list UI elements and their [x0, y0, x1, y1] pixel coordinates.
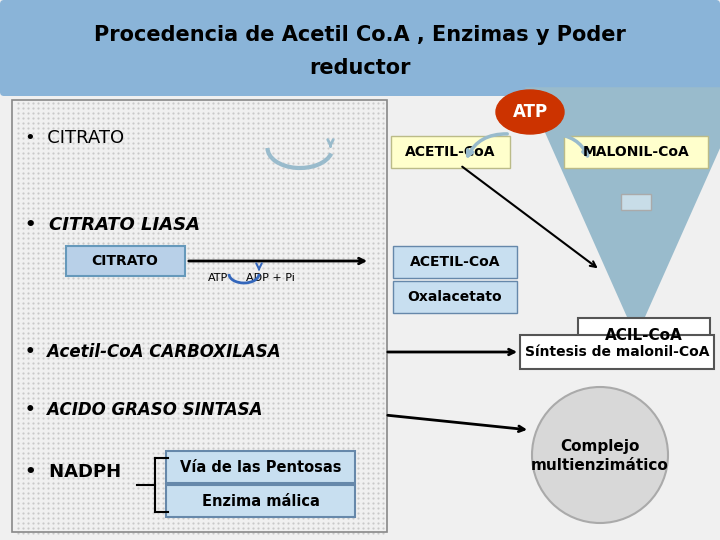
- Text: Oxalacetato: Oxalacetato: [408, 290, 503, 304]
- FancyBboxPatch shape: [393, 281, 517, 313]
- Ellipse shape: [496, 90, 564, 134]
- FancyBboxPatch shape: [391, 136, 510, 168]
- Text: ADP + Pi: ADP + Pi: [246, 273, 294, 283]
- Text: ATP: ATP: [513, 103, 548, 121]
- Circle shape: [532, 387, 668, 523]
- FancyBboxPatch shape: [0, 0, 720, 96]
- Text: •  Acetil-CoA CARBOXILASA: • Acetil-CoA CARBOXILASA: [25, 343, 281, 361]
- Text: ATP: ATP: [208, 273, 228, 283]
- FancyBboxPatch shape: [564, 136, 708, 168]
- Text: •  CITRATO LIASA: • CITRATO LIASA: [25, 216, 200, 234]
- Text: MALONIL-CoA: MALONIL-CoA: [582, 145, 689, 159]
- FancyBboxPatch shape: [393, 246, 517, 278]
- Text: ACETIL-CoA: ACETIL-CoA: [410, 255, 500, 269]
- Text: Síntesis de malonil-CoA: Síntesis de malonil-CoA: [525, 345, 709, 359]
- Text: Complejo: Complejo: [560, 440, 639, 455]
- Text: reductor: reductor: [310, 58, 410, 78]
- Text: •  ACIDO GRASO SINTASA: • ACIDO GRASO SINTASA: [25, 401, 263, 419]
- Text: Procedencia de Acetil Co.A , Enzimas y Poder: Procedencia de Acetil Co.A , Enzimas y P…: [94, 25, 626, 45]
- FancyBboxPatch shape: [166, 451, 355, 483]
- FancyBboxPatch shape: [166, 485, 355, 517]
- Text: Enzima málica: Enzima málica: [202, 494, 320, 509]
- FancyBboxPatch shape: [621, 194, 651, 210]
- FancyBboxPatch shape: [578, 318, 710, 354]
- FancyBboxPatch shape: [66, 246, 185, 276]
- Text: •  CITRATO: • CITRATO: [25, 129, 124, 147]
- FancyBboxPatch shape: [520, 335, 714, 369]
- Text: CITRATO: CITRATO: [91, 254, 158, 268]
- Text: ACETIL-CoA: ACETIL-CoA: [405, 145, 495, 159]
- Text: multienzimático: multienzimático: [531, 457, 669, 472]
- Text: •  NADPH: • NADPH: [25, 463, 121, 481]
- Text: ACIL-CoA: ACIL-CoA: [605, 328, 683, 343]
- Text: Vía de las Pentosas: Vía de las Pentosas: [180, 460, 342, 475]
